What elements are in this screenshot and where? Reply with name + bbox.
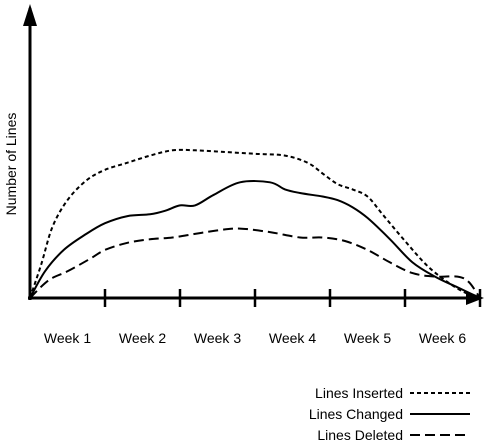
series-line-3 <box>29 227 481 299</box>
legend-label: Lines Changed <box>309 406 403 422</box>
y-axis-arrow-icon <box>23 4 37 26</box>
x-tick-label: Week 2 <box>119 330 166 346</box>
series-line-2 <box>29 180 481 299</box>
x-tick-label: Week 5 <box>344 330 391 346</box>
x-tick-label: Week 3 <box>194 330 241 346</box>
x-tick-label: Week 6 <box>419 330 466 346</box>
y-axis-label: Number of Lines <box>3 113 19 216</box>
legend-label: Lines Inserted <box>315 385 403 401</box>
x-tick-label: Week 4 <box>269 330 316 346</box>
x-tick-label: Week 1 <box>44 330 91 346</box>
legend-label: Lines Deleted <box>317 427 403 440</box>
series-line-1 <box>29 148 481 299</box>
